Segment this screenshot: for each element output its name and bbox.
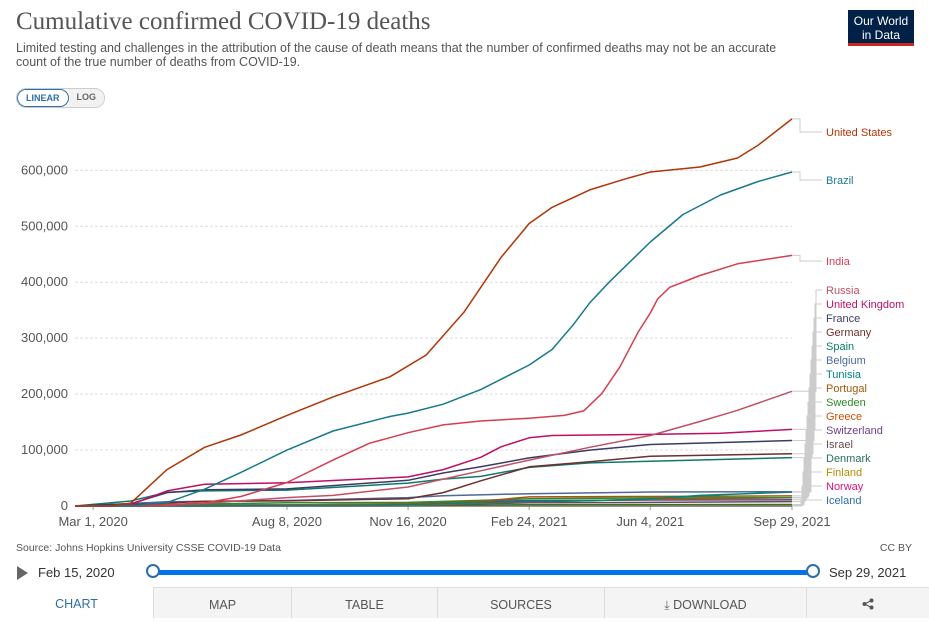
tab-table[interactable]: TABLE — [291, 587, 437, 618]
series-line — [75, 428, 793, 507]
legend-label: India — [826, 256, 851, 268]
legend-label: Portugal — [826, 383, 867, 395]
y-tick-label: 0 — [61, 498, 68, 513]
tab-download-label: DOWNLOAD — [673, 598, 747, 612]
legend-label: Greece — [826, 411, 862, 423]
series-line — [74, 118, 793, 507]
series-line — [74, 491, 793, 507]
legend-label: Russia — [826, 285, 861, 297]
source-note[interactable]: Source: Johns Hopkins University CSSE CO… — [16, 542, 281, 554]
license-link[interactable]: CC BY — [879, 542, 912, 554]
y-tick-label: 100,000 — [21, 442, 68, 457]
y-tick-label: 600,000 — [21, 162, 68, 177]
logo-line-1: Our World — [853, 14, 909, 28]
y-tick-label: 400,000 — [21, 274, 68, 289]
tab-bar: CHART MAP TABLE SOURCES ⤓ DOWNLOAD — [0, 587, 929, 618]
x-tick-label: Mar 1, 2020 — [58, 514, 127, 529]
legend-label: France — [826, 313, 860, 325]
legend-label: Norway — [826, 481, 864, 493]
y-tick-label: 500,000 — [21, 218, 68, 233]
legend-leader-line — [792, 331, 822, 455]
x-tick-label: Jun 4, 2021 — [616, 514, 684, 529]
legend-label: Iceland — [826, 495, 861, 507]
tab-sources[interactable]: SOURCES — [437, 587, 604, 618]
tab-download[interactable]: ⤓ DOWNLOAD — [604, 587, 806, 618]
timeline: Feb 15, 2020 Sep 29, 2021 — [0, 560, 929, 586]
x-tick-label: Feb 24, 2021 — [491, 514, 568, 529]
legend-label: Switzerland — [826, 425, 883, 437]
share-icon — [862, 598, 874, 610]
chart-subtitle: Limited testing and challenges in the at… — [16, 41, 777, 69]
timeline-end-date: Sep 29, 2021 — [829, 565, 907, 580]
x-tick-label: Aug 8, 2020 — [252, 514, 322, 529]
download-icon: ⤓ — [664, 598, 670, 612]
logo-line-2: in Data — [861, 28, 901, 42]
legend-leader-line — [792, 373, 822, 493]
timeline-start-handle[interactable] — [146, 564, 160, 578]
line-chart: 0 100,000 200,000 300,000 400,000 500,000 600,… — [21, 118, 904, 529]
legend-leader-line — [792, 317, 822, 441]
legend-label: Tunisia — [826, 369, 862, 381]
legend-leader-line — [792, 387, 822, 497]
legend-label: Finland — [826, 467, 862, 479]
scale-toggle[interactable]: LINEAR LOG — [16, 88, 105, 108]
timeline-track[interactable] — [153, 570, 813, 575]
timeline-end-handle[interactable] — [806, 564, 820, 578]
legend-label: Germany — [826, 327, 872, 339]
legend-label: United Kingdom — [826, 299, 904, 311]
y-tick-label: 200,000 — [21, 386, 68, 401]
owid-logo[interactable]: Our World in Data — [848, 10, 914, 46]
chart-title: Cumulative confirmed COVID-19 deaths — [16, 8, 431, 35]
legend-leader-line — [792, 457, 822, 505]
series-line — [74, 254, 793, 507]
legend-label: Sweden — [826, 397, 866, 409]
legend-label: Denmark — [826, 453, 871, 465]
log-scale-button[interactable]: LOG — [68, 89, 104, 107]
linear-scale-button[interactable]: LINEAR — [17, 89, 69, 107]
x-tick-label: Nov 16, 2020 — [369, 514, 446, 529]
legend-leader-line — [792, 118, 822, 133]
x-tick-label: Sep 29, 2021 — [753, 514, 830, 529]
y-tick-label: 300,000 — [21, 330, 68, 345]
legend-leader-line — [792, 289, 822, 392]
series-line — [74, 439, 793, 507]
legend-label: Brazil — [826, 175, 854, 187]
tab-share[interactable] — [806, 587, 929, 618]
legend-label: Spain — [826, 341, 854, 353]
legend-label: United States — [826, 127, 893, 139]
legend-leader-line — [792, 254, 822, 262]
legend-leader-line — [792, 429, 822, 501]
play-icon[interactable] — [17, 566, 28, 580]
legend-leader-line — [792, 499, 822, 507]
tab-map[interactable]: MAP — [153, 587, 291, 618]
legend-label: Israel — [826, 439, 853, 451]
legend-leader-line — [792, 303, 822, 430]
legend-leader-line — [792, 415, 822, 499]
timeline-start-date: Feb 15, 2020 — [38, 565, 115, 580]
tab-chart[interactable]: CHART — [0, 587, 153, 618]
series-line — [74, 390, 793, 507]
legend-leader-line — [792, 171, 822, 181]
legend-label: Belgium — [826, 355, 866, 367]
legend-leader-line — [792, 443, 822, 503]
series-line — [74, 171, 793, 507]
series-line — [74, 452, 793, 507]
